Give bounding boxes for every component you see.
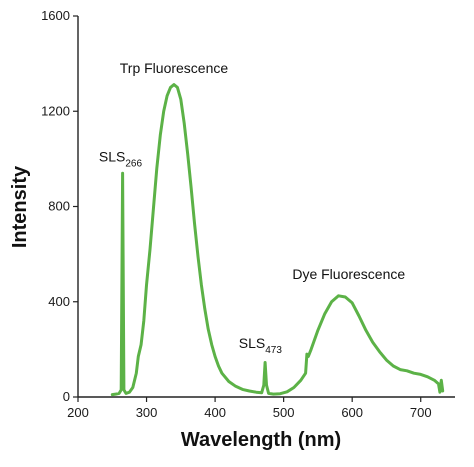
annotation-label: Trp Fluorescence bbox=[120, 60, 229, 76]
annotation-subscript: 473 bbox=[265, 345, 282, 356]
annotation-text: SLS bbox=[99, 148, 125, 164]
y-tick-label: 1200 bbox=[41, 103, 70, 118]
annotation-label: Dye Fluorescence bbox=[292, 266, 405, 282]
annotation-label: SLS266 bbox=[99, 148, 143, 169]
x-tick-label: 300 bbox=[136, 405, 158, 420]
y-tick-label: 800 bbox=[48, 199, 70, 214]
x-tick-label: 600 bbox=[341, 405, 363, 420]
ticks: 200 300 400 500 600 700 0 400 800 1200 1600 bbox=[41, 8, 432, 420]
x-tick-label: 400 bbox=[204, 405, 226, 420]
annotation-subscript: 266 bbox=[125, 158, 142, 169]
y-axis-title: Intensity bbox=[9, 165, 31, 248]
x-tick-label: 700 bbox=[410, 405, 432, 420]
x-axis-title: Wavelength (nm) bbox=[181, 429, 341, 451]
y-tick-label: 1600 bbox=[41, 8, 70, 23]
annotation-label: SLS473 bbox=[239, 335, 283, 356]
annotation-text: SLS bbox=[239, 335, 265, 351]
x-tick-label: 200 bbox=[67, 405, 89, 420]
y-tick-label: 0 bbox=[63, 389, 70, 404]
annotation-text: Trp Fluorescence bbox=[120, 60, 229, 76]
y-tick-label: 400 bbox=[48, 294, 70, 309]
series-line bbox=[110, 83, 445, 397]
annotation-text: Dye Fluorescence bbox=[292, 266, 405, 282]
x-tick-label: 500 bbox=[273, 405, 295, 420]
